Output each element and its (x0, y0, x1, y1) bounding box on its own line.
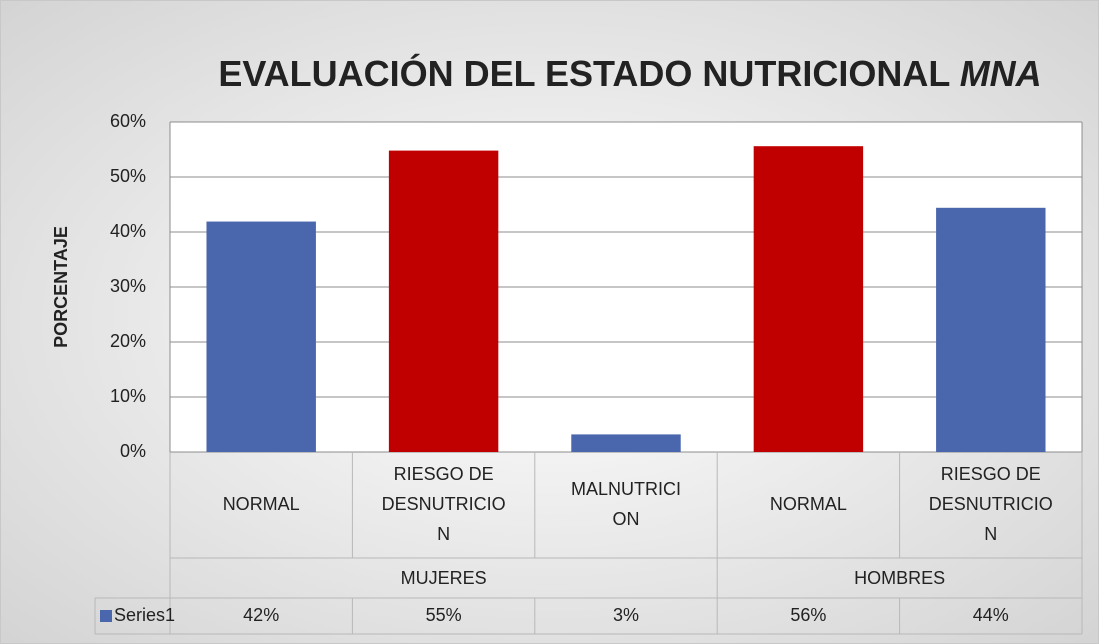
group-label: HOMBRES (854, 568, 945, 588)
bar (936, 207, 1046, 452)
table-value: 56% (790, 605, 826, 625)
x-tick-label: RIESGO DE (394, 464, 494, 484)
x-tick-label: N (437, 524, 450, 544)
legend-label: Series1 (114, 605, 175, 625)
chart-title: EVALUACIÓN DEL ESTADO NUTRICIONAL MNA (218, 52, 1041, 94)
x-tick-label: NORMAL (770, 494, 847, 514)
y-tick-label: 50% (110, 166, 146, 186)
x-tick-label: N (984, 524, 997, 544)
y-tick-label: 10% (110, 386, 146, 406)
table-value: 42% (243, 605, 279, 625)
group-label: MUJERES (401, 568, 487, 588)
bar (571, 434, 681, 452)
y-tick-label: 60% (110, 111, 146, 131)
x-tick-label: MALNUTRICI (571, 479, 681, 499)
bar (206, 221, 316, 452)
y-axis-label: PORCENTAJE (51, 226, 71, 348)
bar (753, 146, 864, 452)
table-value: 44% (973, 605, 1009, 625)
table-value: 3% (613, 605, 639, 625)
x-tick-label: ON (613, 509, 640, 529)
y-tick-label: 40% (110, 221, 146, 241)
x-tick-label: NORMAL (223, 494, 300, 514)
x-tick-label: DESNUTRICIO (929, 494, 1053, 514)
x-tick-label: DESNUTRICIO (382, 494, 506, 514)
y-tick-label: 0% (120, 441, 146, 461)
legend-swatch (100, 610, 112, 622)
bar (388, 150, 499, 452)
y-tick-label: 20% (110, 331, 146, 351)
x-tick-label: RIESGO DE (941, 464, 1041, 484)
table-value: 55% (426, 605, 462, 625)
y-tick-label: 30% (110, 276, 146, 296)
